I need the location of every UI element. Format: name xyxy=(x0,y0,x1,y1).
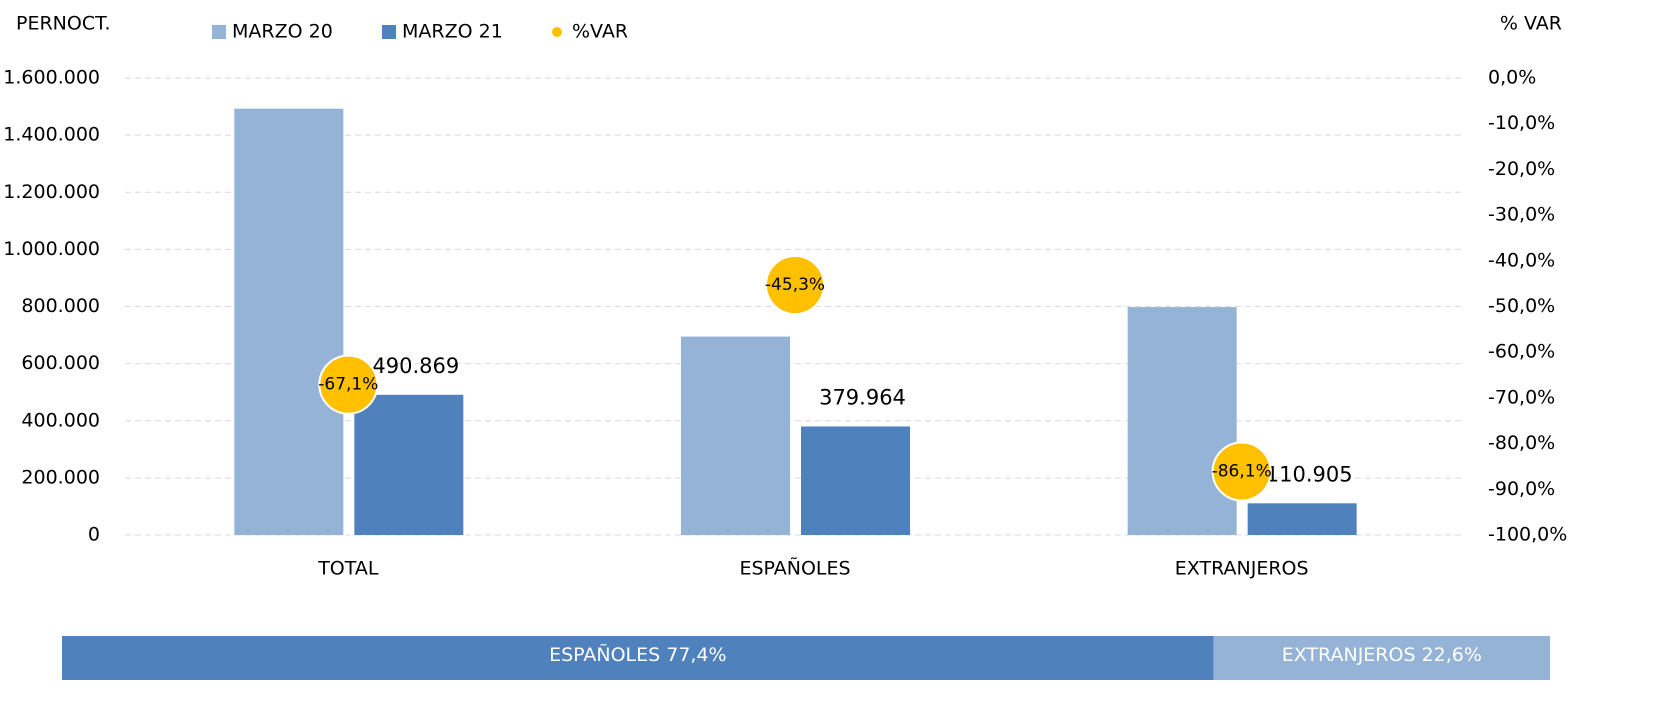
data-label: -45,3% xyxy=(765,275,825,295)
y2-tick-label: -100,0% xyxy=(1488,524,1567,546)
scatter-point xyxy=(318,354,379,415)
y-tick-label: 200.000 xyxy=(21,466,100,488)
y2-tick-label: -40,0% xyxy=(1488,249,1555,271)
bar xyxy=(681,336,790,535)
y2-axis-label: % VAR xyxy=(1500,13,1562,35)
y-tick-label: 1.000.000 xyxy=(3,238,100,260)
share-name: ESPAÑOLES xyxy=(549,643,660,666)
y2-tick-label: -80,0% xyxy=(1488,432,1555,454)
bar xyxy=(234,108,344,536)
y2-tick-label: -30,0% xyxy=(1488,204,1555,226)
share-value: 77,4% xyxy=(666,644,726,666)
data-label: 490.869 xyxy=(372,354,459,378)
y-tick-label: 400.000 xyxy=(21,409,100,431)
bar xyxy=(1127,307,1237,535)
y-tick-label: 1.600.000 xyxy=(3,67,100,89)
x-tick-label: EXTRANJEROS xyxy=(1175,558,1309,580)
legend-swatch xyxy=(382,25,396,39)
data-label: -86,1% xyxy=(1212,461,1272,481)
y-tick-label: 800.000 xyxy=(21,295,100,317)
y-tick-label: 1.400.000 xyxy=(3,124,100,146)
bar xyxy=(801,426,910,535)
share-value: 22,6% xyxy=(1422,644,1482,666)
share-label: ESPAÑOLES 77,4% xyxy=(549,643,727,666)
share-segment xyxy=(1213,636,1550,680)
x-tick-label: ESPAÑOLES xyxy=(739,557,850,580)
y2-tick-label: -10,0% xyxy=(1488,112,1555,134)
legend-swatch xyxy=(212,25,226,39)
y2-tick-label: -50,0% xyxy=(1488,295,1555,317)
data-label: -67,1% xyxy=(318,375,378,395)
legend-label: MARZO 20 xyxy=(232,21,333,43)
y2-tick-label: -90,0% xyxy=(1488,478,1555,500)
y-axis-label: PERNOCT. xyxy=(16,13,111,35)
y-tick-label: 1.200.000 xyxy=(3,181,100,203)
scatter-point xyxy=(1211,441,1272,502)
y2-tick-label: -60,0% xyxy=(1488,341,1555,363)
share-segment xyxy=(62,636,1214,680)
y2-tick-label: -70,0% xyxy=(1488,386,1555,408)
share-name: EXTRANJEROS xyxy=(1282,644,1416,666)
bar xyxy=(1247,503,1357,535)
bar xyxy=(354,394,464,535)
data-label: 110.905 xyxy=(1266,462,1353,486)
y2-tick-label: 0,0% xyxy=(1488,67,1536,89)
share-label: EXTRANJEROS 22,6% xyxy=(1282,644,1482,666)
data-label: 379.964 xyxy=(819,385,906,409)
legend-label: %VAR xyxy=(572,21,628,43)
legend-swatch xyxy=(552,27,562,37)
scatter-point xyxy=(765,255,825,316)
y-tick-label: 0 xyxy=(88,524,100,546)
x-tick-label: TOTAL xyxy=(317,558,379,580)
y-tick-label: 600.000 xyxy=(21,352,100,374)
legend-label: MARZO 21 xyxy=(402,21,503,43)
y2-tick-label: -20,0% xyxy=(1488,158,1555,180)
